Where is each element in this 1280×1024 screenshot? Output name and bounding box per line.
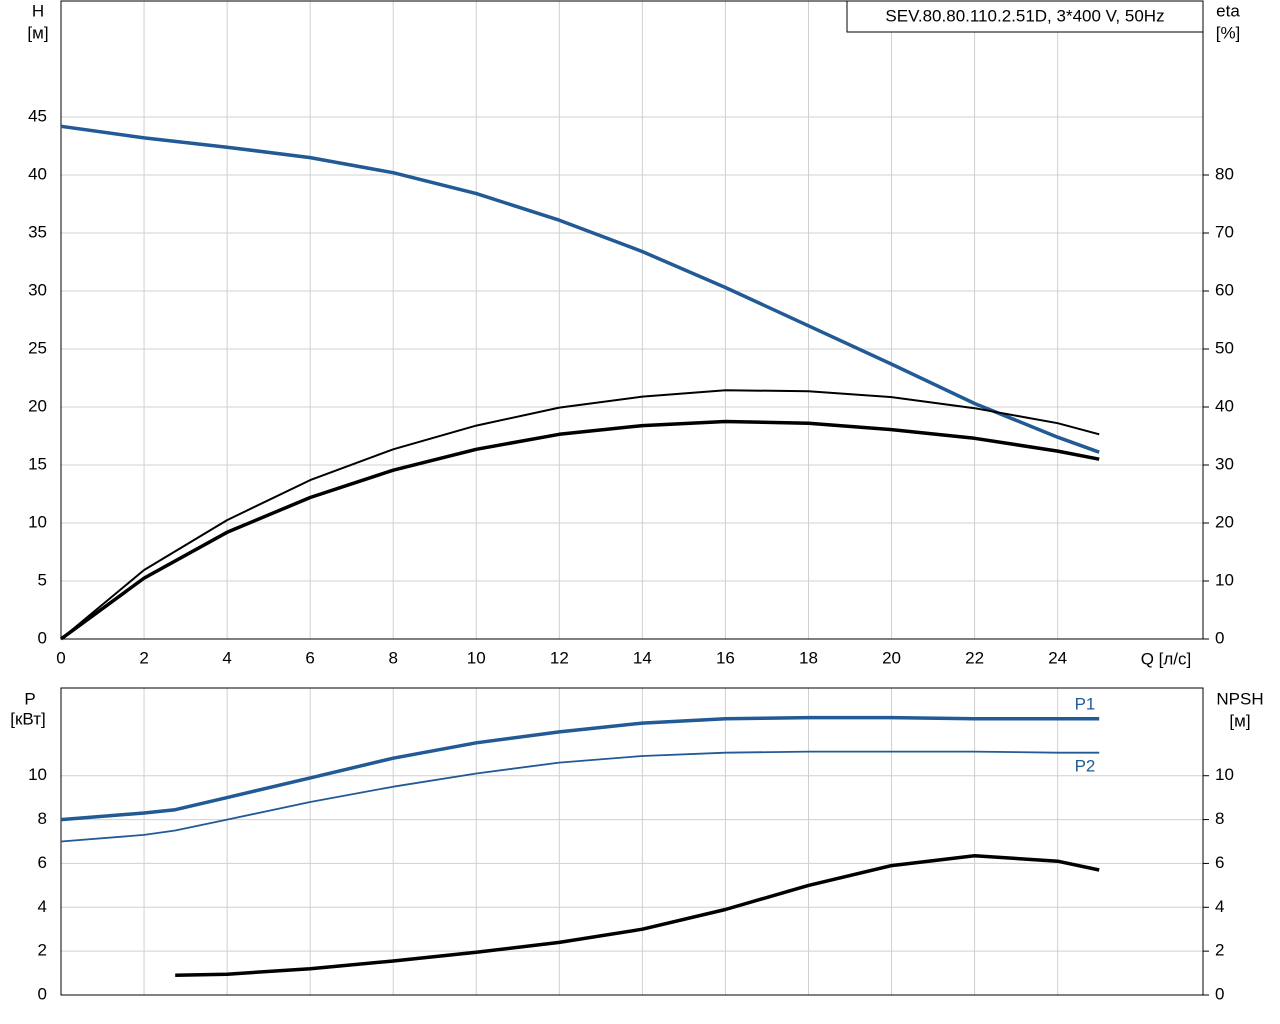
series-line xyxy=(60,750,1100,843)
x-axis-label: Q [л/с] xyxy=(1141,649,1192,668)
y-tick-label: 5 xyxy=(38,570,47,589)
y2-tick-label: 60 xyxy=(1215,280,1234,299)
x-tick-label: 18 xyxy=(799,648,818,667)
series-line xyxy=(175,854,1100,978)
y2-tick-label: 0 xyxy=(1215,984,1224,1003)
y-tick-label: 0 xyxy=(38,628,47,647)
plot-frame xyxy=(60,0,1204,640)
x-tick-label: 8 xyxy=(388,648,397,667)
y2-tick-label: 10 xyxy=(1215,570,1234,589)
x-tick-label: 6 xyxy=(305,648,314,667)
y-tick-label: 0 xyxy=(38,984,47,1003)
series-label: P1 xyxy=(1075,694,1096,713)
y-tick-label: 6 xyxy=(38,853,47,872)
y2-tick-label: 10 xyxy=(1215,765,1234,784)
x-tick-label: 2 xyxy=(139,648,148,667)
x-tick-label: 24 xyxy=(1048,648,1067,667)
y2-axis-label: [м] xyxy=(1229,711,1250,730)
y-axis-label: [м] xyxy=(27,23,48,42)
x-tick-label: 14 xyxy=(633,648,652,667)
y2-tick-label: 50 xyxy=(1215,338,1234,357)
y-tick-label: 35 xyxy=(28,222,47,241)
y-tick-label: 45 xyxy=(28,106,47,125)
y2-tick-label: 2 xyxy=(1215,941,1224,960)
y-tick-label: 8 xyxy=(38,809,47,828)
y2-tick-label: 70 xyxy=(1215,222,1234,241)
y2-tick-label: 6 xyxy=(1215,853,1224,872)
y2-tick-label: 40 xyxy=(1215,396,1234,415)
y2-tick-label: 20 xyxy=(1215,512,1234,531)
y-tick-label: 25 xyxy=(28,338,47,357)
series-line xyxy=(60,715,1100,822)
series-label: P2 xyxy=(1075,756,1096,775)
x-tick-label: 10 xyxy=(467,648,486,667)
y2-tick-label: 80 xyxy=(1215,164,1234,183)
series-line xyxy=(60,389,1100,640)
y-tick-label: 40 xyxy=(28,164,47,183)
y2-tick-label: 0 xyxy=(1215,628,1224,647)
y-tick-label: 30 xyxy=(28,280,47,299)
y-tick-label: 20 xyxy=(28,396,47,415)
series-line xyxy=(59,419,1100,641)
x-label-bg xyxy=(1132,648,1200,672)
x-tick-label: 4 xyxy=(222,648,231,667)
y2-tick-label: 4 xyxy=(1215,897,1224,916)
title-box xyxy=(846,0,1204,33)
x-tick-label: 0 xyxy=(56,648,65,667)
y2-axis-label: eta xyxy=(1216,1,1240,20)
y-tick-label: 4 xyxy=(38,897,47,916)
y2-tick-label: 30 xyxy=(1215,454,1234,473)
y-tick-label: 10 xyxy=(28,765,47,784)
x-tick-label: 16 xyxy=(716,648,735,667)
plot-frame xyxy=(60,687,1204,996)
x-tick-label: 22 xyxy=(965,648,984,667)
series-line xyxy=(60,124,1100,454)
x-tick-label: 12 xyxy=(550,648,569,667)
y-tick-label: 2 xyxy=(38,941,47,960)
y-axis-label: H xyxy=(32,1,44,20)
y2-axis-label: [%] xyxy=(1216,23,1241,42)
y2-axis-label: NPSH xyxy=(1216,689,1263,708)
y-tick-label: 10 xyxy=(28,512,47,531)
y-tick-label: 15 xyxy=(28,454,47,473)
y-axis-label: [кВт] xyxy=(10,709,45,728)
y-axis-label: P xyxy=(24,689,35,708)
y2-tick-label: 8 xyxy=(1215,809,1224,828)
chart-title: SEV.80.80.110.2.51D, 3*400 V, 50Hz xyxy=(885,6,1164,25)
x-tick-label: 20 xyxy=(882,648,901,667)
